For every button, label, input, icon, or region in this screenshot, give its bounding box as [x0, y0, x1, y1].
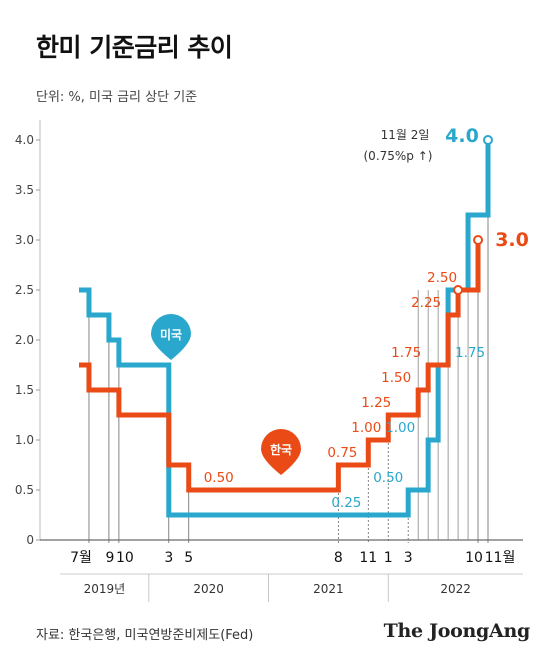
month-tick-label: 1: [384, 550, 393, 566]
us-series-pin-label: 미국: [160, 327, 182, 342]
year-label: 2022: [440, 582, 471, 596]
month-tick-label: 8: [334, 550, 343, 566]
month-tick-label: 11: [359, 550, 377, 566]
year-label: 2020: [193, 582, 224, 596]
kr-value-label: 1.50: [381, 370, 411, 386]
y-tick-label: 3.0: [15, 233, 34, 247]
us-series-pin: [151, 314, 191, 360]
us-value-label: 0.25: [331, 495, 361, 511]
kr-value-label: 0.75: [327, 445, 357, 461]
y-tick-label: 2.0: [15, 333, 34, 347]
y-tick-label: 3.5: [15, 183, 34, 197]
month-tick-label: 7월: [70, 550, 92, 566]
kr-value-label: 2.50: [427, 270, 457, 286]
y-tick-label: 2.5: [15, 283, 34, 297]
us-value-label: 1.00: [385, 420, 415, 436]
month-tick-label: 3: [404, 550, 413, 566]
month-tick-label: 11월: [485, 550, 516, 566]
month-tick-label: 10: [465, 550, 483, 566]
kr-rate-line: [79, 240, 481, 493]
us-end-marker: [483, 135, 493, 145]
us-end-label: 4.0: [445, 125, 479, 147]
month-tick-label: 3: [164, 550, 173, 566]
year-label: 2019년: [84, 582, 126, 596]
year-label: 2021: [313, 582, 344, 596]
unit-note: 단위: %, 미국 금리 상단 기준: [36, 90, 198, 105]
y-tick-label: 4.0: [15, 133, 34, 147]
kr-marker: [453, 285, 464, 295]
us-value-label: 1.75: [455, 345, 485, 361]
y-tick-label: 1.5: [15, 383, 34, 397]
month-tick-label: 9: [105, 550, 114, 566]
annotation-date: 11월 2일: [381, 128, 430, 142]
month-tick-label: 5: [184, 550, 193, 566]
brand-logo: The JoongAng: [383, 620, 531, 642]
y-tick-label: 0: [26, 533, 34, 547]
kr-end-label: 3.0: [495, 229, 529, 251]
y-tick-label: 1.0: [15, 433, 34, 447]
kr-value-label: 1.25: [361, 395, 391, 411]
kr-value-label: 2.25: [411, 295, 441, 311]
kr-end-marker: [473, 235, 484, 245]
us-value-label: 0.50: [373, 470, 403, 486]
kr-series-pin: [261, 429, 301, 475]
source-note: 자료: 한국은행, 미국연방준비제도(Fed): [36, 628, 254, 643]
kr-series-pin-label: 한국: [270, 442, 292, 457]
kr-value-label: 0.50: [204, 470, 234, 486]
kr-value-label: 1.75: [391, 345, 421, 361]
month-tick-label: 10: [116, 550, 134, 566]
page-title: 한미 기준금리 추이: [36, 33, 233, 62]
annotation-change: (0.75%p ↑): [364, 149, 433, 163]
y-tick-label: 0.5: [15, 483, 34, 497]
kr-value-label: 1.00: [351, 420, 381, 436]
